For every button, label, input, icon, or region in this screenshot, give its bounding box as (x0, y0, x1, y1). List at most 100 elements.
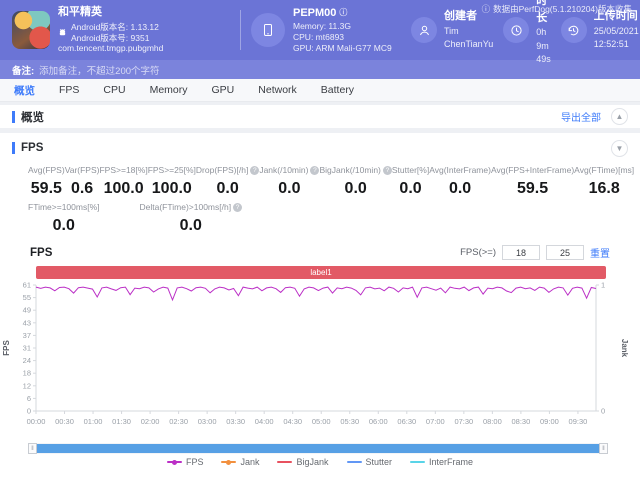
stat-Stutter[%]: Stutter[%] 0.0 (392, 165, 429, 198)
legend-label: FPS (185, 457, 204, 467)
stat-Avg(FPS): Avg(FPS) 59.5 (28, 165, 65, 198)
stat-value: 0.0 (278, 180, 301, 197)
stat-Var(FPS): Var(FPS) 0.6 (65, 165, 100, 198)
svg-text:1: 1 (601, 281, 605, 290)
svg-text:09:00: 09:00 (540, 417, 559, 426)
svg-text:00:30: 00:30 (55, 417, 74, 426)
fps-line (35, 286, 597, 302)
clock-icon (503, 17, 530, 43)
help-icon[interactable]: ? (310, 165, 320, 175)
fps-card: FPS ▼ Avg(FPS) 59.5 Var(FPS) 0.6 FPS>=18[%] 1… (0, 133, 640, 484)
overview-title: 概览 (21, 111, 44, 124)
svg-text:05:30: 05:30 (340, 417, 359, 426)
svg-text:02:00: 02:00 (141, 417, 160, 426)
tab-GPU[interactable]: GPU (211, 84, 235, 96)
help-icon[interactable]: ? (382, 165, 392, 175)
legend-item-BigJank[interactable]: BigJank (277, 457, 329, 467)
collect-note-text: 数据由PerfDog(5.1.210204)版本收集 (493, 4, 632, 14)
upload-time-value: 25/05/2021 12:52:51 (593, 25, 639, 50)
app-title: 和平精英 (58, 6, 102, 19)
brush-handle-left[interactable]: ‖ (28, 443, 37, 454)
fps-collapse-button[interactable]: ▼ (611, 139, 628, 157)
section-accent (12, 142, 15, 154)
svg-text:08:30: 08:30 (511, 417, 530, 426)
stat-label: Avg(FPS) (28, 165, 65, 175)
stat-BigJank(/10min): BigJank(/10min)? 0.0 (319, 165, 392, 198)
stat-label: Delta(FTime)>100ms[/h] (139, 202, 232, 212)
legend-marker (346, 461, 362, 463)
app-icon (12, 11, 50, 49)
tab-概览[interactable]: 概览 (14, 84, 35, 97)
svg-text:24: 24 (23, 356, 31, 365)
device-cpu: CPU: mt6893 (293, 31, 345, 42)
stat-Avg(InterFrame): Avg(InterFrame) 0.0 (429, 165, 491, 198)
stat-value: 0.0 (448, 180, 472, 197)
svg-text:04:30: 04:30 (283, 417, 302, 426)
fps-chart-header: FPS FPS(>=) 重置 (0, 237, 640, 264)
stat-label: Stutter[%] (391, 165, 430, 175)
stat-label: BigJank(/10min) (319, 165, 381, 175)
stat-label: Jank(/10min) (259, 165, 309, 175)
stat-FPS>=18[%]: FPS>=18[%] 100.0 (99, 165, 147, 198)
tab-Battery[interactable]: Battery (320, 84, 355, 96)
legend-item-Stutter[interactable]: Stutter (346, 457, 393, 467)
svg-text:43: 43 (23, 318, 31, 327)
svg-text:03:00: 03:00 (198, 417, 217, 426)
tab-Network[interactable]: Network (258, 84, 297, 96)
device-info-icon[interactable]: ⓘ (339, 8, 348, 18)
svg-text:49: 49 (23, 306, 31, 315)
app-version-name: Android版本名: 1.13.12 (71, 21, 159, 32)
legend-label: Jank (240, 457, 260, 467)
legend-label: BigJank (296, 457, 329, 467)
brush-handle-right[interactable]: ‖ (599, 443, 608, 454)
stat-Jank(/10min): Jank(/10min)? 0.0 (259, 165, 320, 198)
tab-bar: 概览 FPS CPU Memory GPU Network Battery (0, 79, 640, 102)
svg-text:18: 18 (23, 369, 31, 378)
stat-value: 0.0 (52, 217, 75, 234)
annotation-band-label: label1 (310, 268, 332, 277)
tab-FPS[interactable]: FPS (59, 84, 80, 96)
tab-Memory[interactable]: Memory (149, 84, 188, 96)
svg-text:00:00: 00:00 (27, 417, 46, 426)
stat-label: Var(FPS) (64, 165, 100, 175)
legend-item-Jank[interactable]: Jank (221, 457, 259, 467)
remark-bar[interactable]: 备注: 添加备注，不超过200个字符 (0, 60, 640, 79)
info-icon: ⓘ (481, 4, 491, 14)
fps-section-title: FPS (21, 142, 44, 154)
stat-value: 0.6 (70, 180, 94, 197)
phone-icon (251, 13, 285, 47)
report-header: ⓘ 数据由PerfDog(5.1.210204)版本收集 和平精英 Androi… (0, 0, 640, 64)
app-info-block: 和平精英 Android版本名: 1.13.12 Android版本号: 935… (12, 6, 230, 54)
stat-label: Avg(FPS+InterFrame) (490, 165, 575, 175)
help-icon[interactable]: ? (233, 202, 243, 212)
y-axis-label-left: FPS (2, 340, 11, 356)
help-icon[interactable]: ? (250, 165, 260, 175)
tab-CPU[interactable]: CPU (103, 84, 126, 96)
legend-item-FPS[interactable]: FPS (166, 457, 204, 467)
fps-threshold-input-2[interactable] (546, 245, 584, 260)
reset-button[interactable]: 重置 (590, 249, 610, 260)
device-info-block: PEPM00 ⓘ Memory: 11.3G CPU: mt6893 GPU: … (251, 6, 401, 53)
fps-threshold-input-1[interactable] (502, 245, 540, 260)
upload-time-block: 上传时间 25/05/2021 12:52:51 (560, 8, 639, 52)
stat-value: 0.0 (399, 180, 422, 197)
export-all-link[interactable]: 导出全部 (561, 113, 601, 124)
legend-item-InterFrame[interactable]: InterFrame (410, 457, 473, 467)
overview-collapse-button[interactable]: ▲ (611, 108, 628, 125)
svg-text:06:30: 06:30 (397, 417, 416, 426)
legend-label: Stutter (365, 457, 393, 467)
svg-text:0: 0 (27, 407, 31, 416)
brush-selection[interactable] (36, 444, 600, 453)
annotation-band[interactable]: label1 (36, 266, 606, 279)
device-memory: Memory: 11.3G (293, 20, 351, 31)
duration-block: 时长 0h 9m 49s (503, 0, 551, 67)
chart-brush[interactable]: ‖ ‖ (28, 443, 608, 454)
svg-text:08:00: 08:00 (483, 417, 502, 426)
svg-text:06:00: 06:00 (369, 417, 388, 426)
svg-text:02:30: 02:30 (169, 417, 188, 426)
svg-text:31: 31 (23, 344, 31, 353)
svg-text:01:00: 01:00 (84, 417, 103, 426)
legend-label: InterFrame (429, 457, 474, 467)
stat-value: 100.0 (103, 180, 144, 197)
